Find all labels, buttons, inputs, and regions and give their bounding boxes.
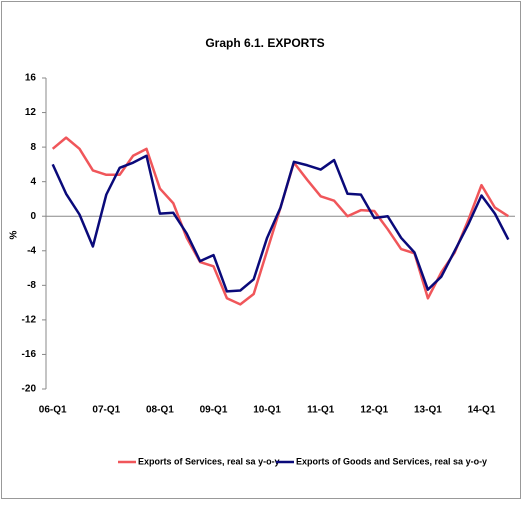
x-tick-label: 13-Q1 <box>414 405 442 416</box>
x-tick-label: 12-Q1 <box>360 405 388 416</box>
x-tick-label: 06-Q1 <box>39 405 67 416</box>
x-tick-label: 09-Q1 <box>200 405 228 416</box>
chart-frame <box>1 1 521 499</box>
chart-title: Graph 6.1. EXPORTS <box>205 36 324 50</box>
y-tick-label: 0 <box>30 211 36 222</box>
y-tick-label: -4 <box>27 245 36 256</box>
legend-label: Exports of Goods and Services, real sa y… <box>296 456 487 466</box>
y-tick-label: 16 <box>25 73 37 84</box>
y-tick-label: 12 <box>25 107 37 118</box>
x-tick-label: 11-Q1 <box>307 405 335 416</box>
y-tick-label: -12 <box>22 315 37 326</box>
y-tick-label: -8 <box>27 280 36 291</box>
y-tick-label: 4 <box>30 176 36 187</box>
x-tick-label: 07-Q1 <box>92 405 120 416</box>
x-tick-label: 08-Q1 <box>146 405 174 416</box>
y-tick-label: -20 <box>22 384 37 395</box>
x-tick-label: 14-Q1 <box>468 405 496 416</box>
y-axis-label: % <box>9 230 20 239</box>
y-tick-label: 8 <box>30 142 36 153</box>
series-line <box>51 154 510 293</box>
y-tick-label: -16 <box>22 349 37 360</box>
legend-label: Exports of Services, real sa y-o-y <box>138 456 280 466</box>
x-tick-label: 10-Q1 <box>253 405 281 416</box>
